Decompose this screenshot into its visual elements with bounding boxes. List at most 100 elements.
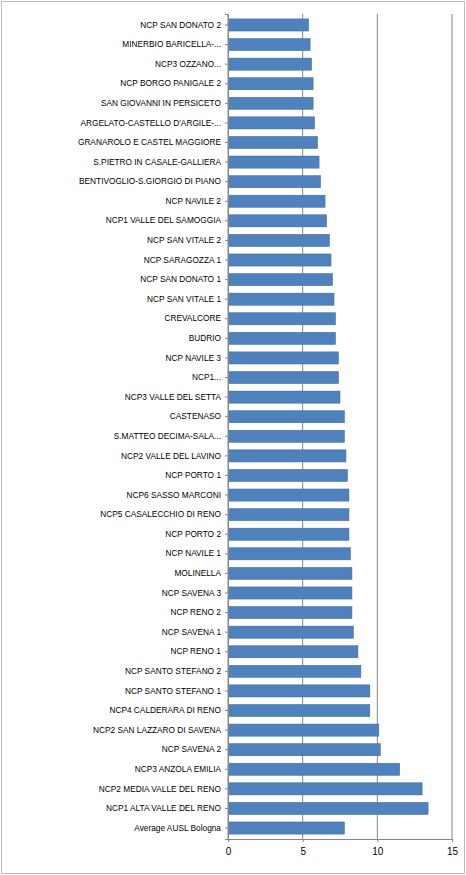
x-tick-label: 15 bbox=[447, 846, 459, 857]
x-tick-mark bbox=[377, 839, 378, 842]
y-tick-label: MOLINELLA bbox=[174, 568, 221, 578]
bar bbox=[228, 352, 339, 364]
y-axis: NCP SAN DONATO 2MINERBIO BARICELLA-...NC… bbox=[78, 15, 229, 840]
y-tick-label: NCP RENO 2 bbox=[170, 607, 221, 617]
y-tick-label: NCP SAN DONATO 1 bbox=[140, 274, 221, 284]
y-tick-mark bbox=[225, 201, 228, 202]
y-tick-mark bbox=[225, 514, 228, 515]
y-tick: NCP SAVENA 1 bbox=[162, 627, 228, 637]
bar bbox=[228, 313, 336, 325]
y-tick-label: MINERBIO BARICELLA-... bbox=[122, 39, 221, 49]
y-tick: NCP1 ALTA VALLE DEL RENO bbox=[106, 803, 228, 813]
y-tick-label: NCP BORGO PANIGALE 2 bbox=[120, 78, 221, 88]
bar bbox=[228, 822, 344, 834]
bar bbox=[228, 19, 309, 31]
y-tick: NCP2 MEDIA VALLE DEL RENO bbox=[99, 784, 228, 794]
y-tick-label: NCP5 CASALECCHIO DI RENO bbox=[100, 509, 221, 519]
y-tick-mark bbox=[225, 710, 228, 711]
y-tick: NCP SAN VITALE 2 bbox=[147, 235, 228, 245]
bar bbox=[228, 587, 352, 599]
y-tick-mark bbox=[225, 103, 228, 104]
y-tick-label: NCP3 OZZANO... bbox=[155, 59, 221, 69]
grid-line bbox=[377, 14, 378, 839]
y-tick-label: NCP SANTO STEFANO 2 bbox=[125, 666, 221, 676]
y-tick-label: NCP SAVENA 3 bbox=[162, 588, 222, 598]
bar bbox=[228, 704, 370, 716]
bar bbox=[228, 254, 331, 266]
y-tick-label: NCP2 MEDIA VALLE DEL RENO bbox=[99, 784, 222, 794]
bar bbox=[228, 411, 344, 423]
y-tick: NCP1 VALLE DEL SAMOGGIA bbox=[106, 215, 228, 225]
bar bbox=[228, 215, 327, 227]
bar bbox=[228, 744, 380, 756]
y-tick-label: BENTIVOGLIO-S.GIORGIO DI PIANO bbox=[79, 176, 222, 186]
bar bbox=[228, 78, 313, 90]
y-tick-mark bbox=[225, 769, 228, 770]
y-tick-label: NCP SANTO STEFANO 1 bbox=[125, 686, 221, 696]
y-tick-label: NCP3 VALLE DEL SETTA bbox=[125, 392, 222, 402]
y-tick: BENTIVOGLIO-S.GIORGIO DI PIANO bbox=[79, 176, 228, 186]
y-tick-mark bbox=[225, 788, 228, 789]
y-tick-mark bbox=[225, 632, 228, 633]
y-tick-mark bbox=[225, 44, 228, 45]
plot: NCP SAN DONATO 2MINERBIO BARICELLA-...NC… bbox=[78, 14, 459, 857]
y-tick: NCP5 CASALECCHIO DI RENO bbox=[100, 509, 228, 519]
bar bbox=[228, 509, 349, 521]
y-tick-mark bbox=[225, 690, 228, 691]
bar bbox=[228, 274, 333, 286]
y-tick: BUDRIO bbox=[189, 333, 228, 343]
y-tick: CASTENASO bbox=[170, 411, 228, 421]
y-tick-label: NCP NAVILE 3 bbox=[166, 353, 222, 363]
y-tick-label: NCP SAVENA 2 bbox=[162, 744, 222, 754]
y-tick: NCP SAN VITALE 1 bbox=[147, 294, 228, 304]
bar bbox=[228, 802, 428, 814]
bar bbox=[228, 665, 361, 677]
y-tick-mark bbox=[225, 416, 228, 417]
bar bbox=[228, 548, 350, 560]
bar bbox=[228, 626, 353, 638]
y-tick-label: NCP SAN VITALE 2 bbox=[147, 235, 221, 245]
y-tick-mark bbox=[225, 730, 228, 731]
y-tick: NCP SARAGOZZA 1 bbox=[144, 255, 228, 265]
bar bbox=[228, 58, 312, 70]
bar bbox=[228, 567, 352, 579]
y-tick-label: Average AUSL Bologna bbox=[134, 823, 221, 833]
bar bbox=[228, 469, 347, 481]
y-tick-mark bbox=[225, 553, 228, 554]
y-tick-mark bbox=[225, 260, 228, 261]
y-tick-mark bbox=[225, 83, 228, 84]
bar bbox=[228, 489, 349, 501]
bar bbox=[228, 371, 339, 383]
y-tick-label: CASTENASO bbox=[170, 411, 222, 421]
y-tick: S.MATTEO DECIMA-SALA... bbox=[114, 431, 228, 441]
y-tick: NCP NAVILE 1 bbox=[166, 548, 229, 558]
y-tick: NCP3 OZZANO... bbox=[155, 59, 228, 69]
y-tick-mark bbox=[225, 181, 228, 182]
grid-line bbox=[452, 14, 453, 839]
y-tick-mark bbox=[225, 808, 228, 809]
bar bbox=[228, 763, 400, 775]
y-tick: NCP2 SAN LAZZARO DI SAVENA bbox=[93, 725, 228, 735]
x-tick-label: 5 bbox=[300, 846, 306, 857]
y-tick: NCP RENO 2 bbox=[170, 607, 228, 617]
y-tick-label: NCP4 CALDERARA DI RENO bbox=[109, 705, 221, 715]
y-tick-label: NCP RENO 1 bbox=[170, 646, 221, 656]
chart-frame bbox=[2, 2, 465, 874]
bar bbox=[228, 176, 321, 188]
bar bbox=[228, 607, 352, 619]
y-tick-label: CREVALCORE bbox=[164, 313, 221, 323]
x-tick: 0 bbox=[226, 839, 232, 857]
y-tick-label: NCP3 ANZOLA EMILIA bbox=[135, 764, 222, 774]
y-tick-label: SAN GIOVANNI IN PERSICETO bbox=[101, 98, 222, 108]
y-tick-label: NCP2 SAN LAZZARO DI SAVENA bbox=[93, 725, 221, 735]
bar bbox=[228, 136, 318, 148]
y-tick-mark bbox=[225, 828, 228, 829]
y-tick-mark bbox=[225, 612, 228, 613]
y-tick-label: NCP1... bbox=[192, 372, 221, 382]
y-tick: NCP3 VALLE DEL SETTA bbox=[125, 392, 228, 402]
bars bbox=[228, 19, 428, 834]
y-tick-mark bbox=[225, 534, 228, 535]
y-tick: NCP6 SASSO MARCONI bbox=[126, 490, 228, 500]
y-tick-mark bbox=[225, 240, 228, 241]
y-tick: NCP NAVILE 3 bbox=[166, 353, 229, 363]
